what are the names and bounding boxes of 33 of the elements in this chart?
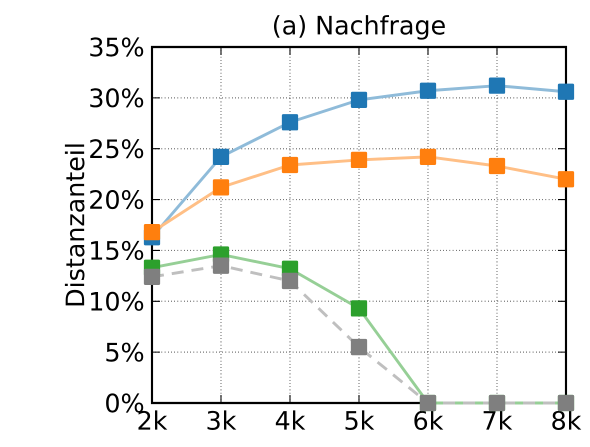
x-tick-label: 6k [414, 410, 444, 430]
x-tick-label: 4k [276, 410, 306, 430]
point [558, 84, 574, 100]
point [282, 156, 298, 174]
y-tick-label: 30% [90, 88, 144, 108]
y-axis-title: Distanzanteil [64, 144, 84, 306]
point [212, 179, 230, 196]
point [350, 300, 368, 317]
point [350, 338, 368, 356]
point [144, 268, 160, 286]
y-tick-label: 10% [91, 292, 144, 311]
y-tick-label: 20% [90, 190, 144, 210]
point [212, 148, 230, 165]
x-tick-label: 7k [484, 410, 512, 430]
point [144, 224, 160, 240]
y-tick-label: 5% [106, 342, 144, 362]
point [212, 258, 230, 274]
y-tick-label: 35% [90, 37, 144, 57]
point [350, 152, 368, 168]
y-tick-label: 15% [91, 240, 144, 260]
point [558, 171, 574, 188]
point [488, 78, 506, 94]
chart-title: (a) Nachfrage [274, 15, 445, 40]
x-tick-label: 8k [552, 410, 582, 430]
point [350, 92, 368, 108]
x-tick-label: 5k [346, 410, 374, 430]
point [488, 158, 506, 174]
point [420, 148, 436, 165]
y-tick-label: 25% [90, 139, 144, 158]
point [420, 82, 436, 99]
x-tick-label: 3k [208, 410, 236, 430]
point [282, 272, 298, 290]
point [282, 114, 298, 130]
